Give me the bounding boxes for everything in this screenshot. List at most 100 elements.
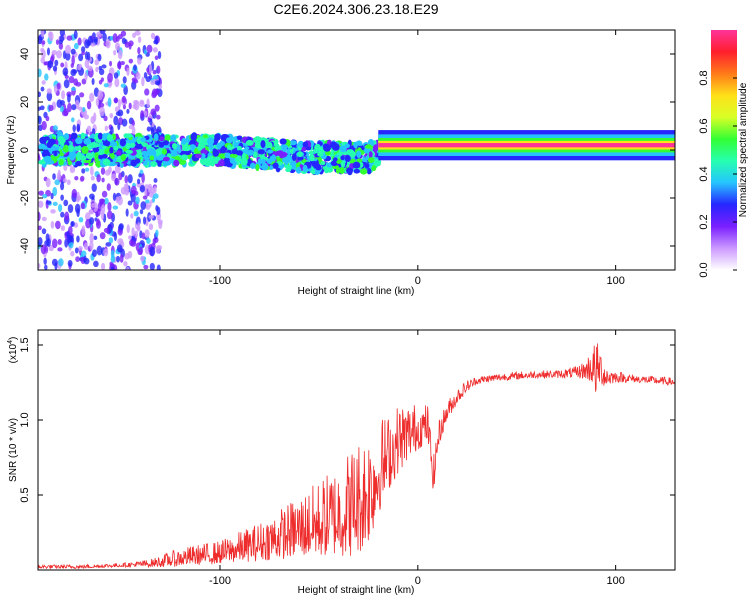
heatmap-cell — [78, 217, 84, 223]
heatmap-cell — [54, 59, 59, 67]
heatmap-cell — [171, 143, 178, 150]
heatmap-cell — [38, 68, 42, 78]
heatmap-cell — [217, 160, 225, 167]
heatmap-cell — [46, 88, 52, 94]
heatmap-cell — [229, 153, 238, 159]
heatmap-cell — [339, 145, 347, 153]
heatmap-cell — [229, 157, 236, 164]
heatmap-cell — [181, 145, 189, 152]
heatmap-cell — [71, 104, 77, 111]
heatmap-cell — [90, 142, 99, 148]
heatmap-cell — [52, 125, 58, 131]
heatmap-cell — [58, 42, 64, 50]
heatmap-cell — [38, 115, 42, 125]
heatmap-cell — [139, 101, 145, 108]
heatmap-cell — [240, 157, 248, 166]
heatmap-cell — [89, 92, 95, 102]
heatmap-cell — [77, 64, 82, 71]
heatmap-cell — [330, 141, 338, 149]
heatmap-cell — [81, 146, 89, 155]
heatmap-cell — [91, 183, 97, 192]
heatmap-cell — [134, 230, 139, 239]
heatmap-cell — [126, 67, 130, 77]
y-tick-label: -40 — [19, 238, 31, 254]
heatmap-cell — [284, 164, 289, 169]
heatmap-cell — [130, 213, 134, 219]
heatmap-cell — [70, 48, 76, 55]
colorbar-ticks: 0.0 0.2 0.4 0.6 0.8 — [698, 70, 737, 278]
heatmap-cell — [80, 132, 86, 140]
heatmap-cell — [84, 72, 88, 81]
heatmap-cell — [118, 172, 123, 181]
heatmap-cell — [106, 210, 113, 220]
heatmap-cell — [141, 76, 145, 87]
heatmap-cell — [340, 160, 346, 168]
heatmap-cell — [38, 91, 42, 98]
heatmap-cell — [113, 49, 117, 56]
heatmap-cell — [60, 182, 65, 191]
heatmap-cell — [143, 72, 148, 79]
heatmap-cell — [60, 225, 66, 232]
heatmap-cell — [146, 98, 150, 108]
heatmap-cell — [154, 80, 161, 86]
heatmap-cell — [245, 139, 254, 146]
heatmap-cell — [139, 209, 144, 215]
heatmap-cell — [259, 154, 266, 160]
heatmap-cell — [140, 110, 144, 119]
heatmap-cell — [260, 158, 266, 164]
heatmap-cell — [43, 155, 52, 163]
heatmap-cell — [164, 135, 173, 141]
heatmap-cell — [56, 99, 63, 108]
heatmap-cell — [252, 151, 258, 159]
heatmap-cell — [84, 167, 90, 172]
heatmap-cell — [137, 47, 141, 55]
heatmap-cell — [62, 67, 69, 76]
snr-frame — [37, 329, 676, 571]
scale-note-base: (x10 — [8, 343, 19, 363]
heatmap-cell — [58, 203, 63, 213]
heatmap-cell — [71, 55, 75, 66]
heatmap-cell — [314, 170, 320, 175]
heatmap-cell — [140, 137, 147, 142]
heatmap-cell — [148, 223, 154, 231]
heatmap-cell — [51, 50, 58, 56]
heatmap-cell — [45, 115, 50, 122]
heatmap-cell — [58, 159, 64, 166]
heatmap-cell — [53, 84, 58, 94]
heatmap-cell — [366, 168, 372, 175]
heatmap-cell — [38, 236, 43, 246]
heatmap-cell — [253, 136, 262, 144]
heatmap-cell — [340, 155, 345, 161]
heatmap-cell — [103, 83, 109, 88]
heatmap-cell — [365, 144, 372, 149]
heatmap-cell — [371, 165, 377, 172]
heatmap-cell — [101, 153, 108, 159]
x-tick-label: -100 — [209, 275, 231, 287]
heatmap-cell — [148, 214, 154, 219]
heatmap-cell — [57, 169, 61, 178]
heatmap-cell — [146, 44, 153, 53]
heatmap-cell — [91, 128, 96, 135]
heatmap-cell — [90, 166, 94, 176]
heatmap-cell — [129, 142, 136, 148]
heatmap-cell — [133, 64, 137, 71]
heatmap-cell — [156, 114, 161, 120]
heatmap-cell — [144, 187, 148, 198]
heatmap-cell — [97, 132, 103, 140]
heatmap-cell — [40, 47, 45, 53]
heatmap-cell — [122, 104, 126, 110]
heatmap-cell — [46, 91, 53, 102]
heatmap-cell — [47, 60, 54, 69]
heatmap-cell — [255, 163, 260, 172]
heatmap-cell — [116, 244, 123, 253]
heatmap-cell — [202, 134, 208, 139]
heatmap-cell — [101, 262, 106, 270]
heatmap-cell — [144, 156, 150, 161]
heatmap-cell — [320, 161, 326, 166]
heatmap-cell — [98, 68, 105, 76]
heatmap-cell — [115, 255, 120, 263]
heatmap-cell — [118, 223, 124, 231]
heatmap-cell — [130, 185, 137, 195]
heatmap-cell — [99, 106, 105, 117]
